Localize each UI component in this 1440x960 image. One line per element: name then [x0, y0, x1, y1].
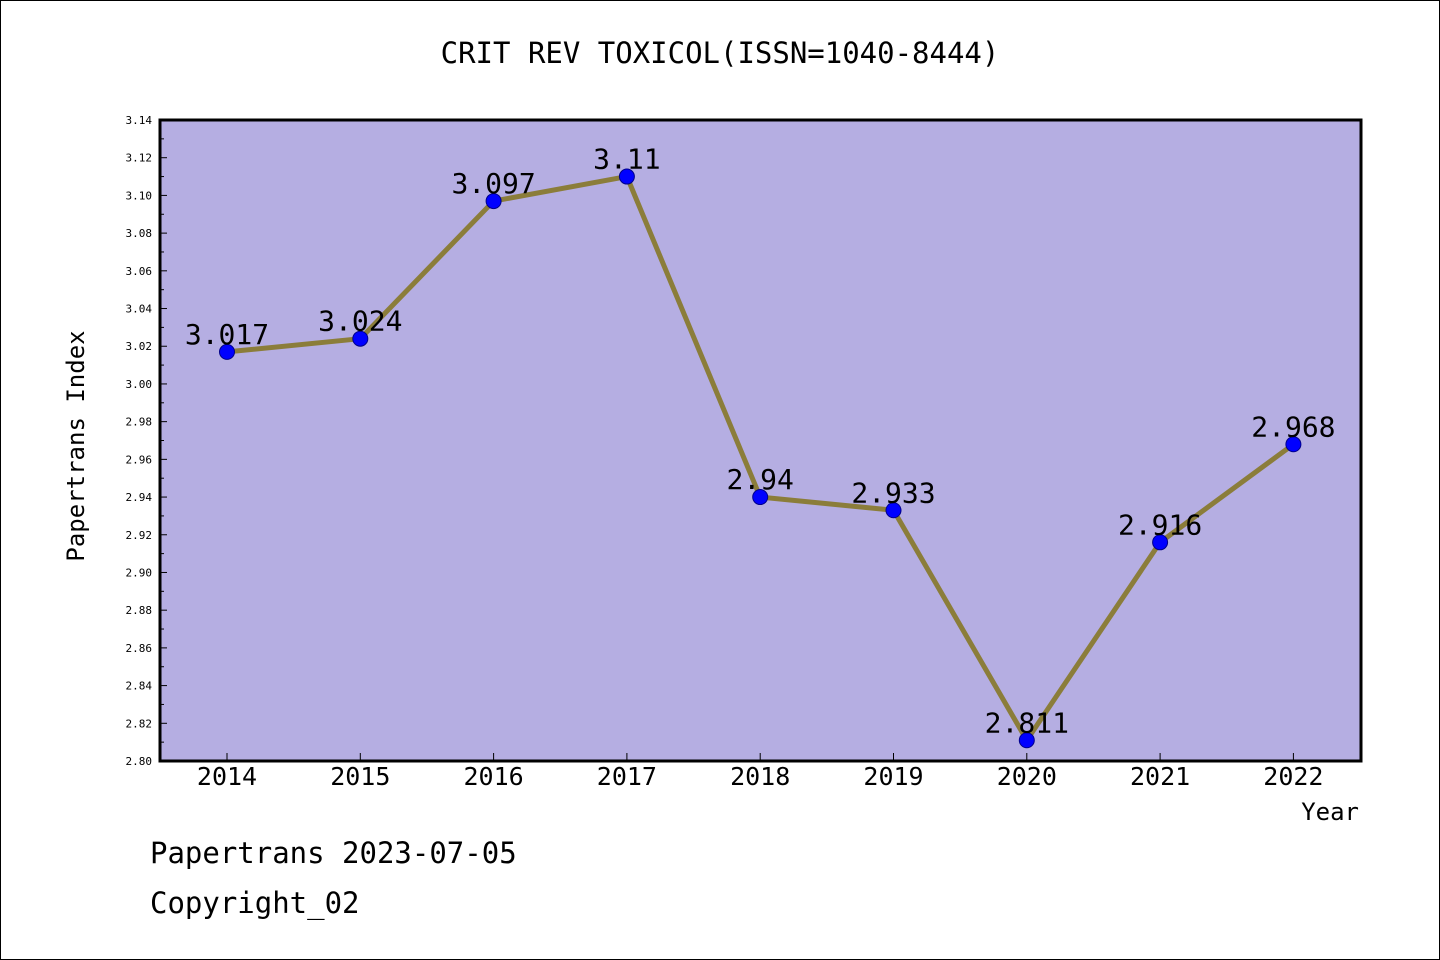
footer-copyright: Copyright_02: [150, 886, 360, 920]
y-tick-label: 3.06: [126, 265, 153, 278]
data-point: [1285, 436, 1302, 453]
data-label: 2.933: [851, 476, 935, 509]
y-tick-label: 3.02: [126, 340, 153, 353]
data-label: 3.11: [593, 143, 660, 176]
chart-title: CRIT REV TOXICOL(ISSN=1040-8444): [440, 36, 1000, 70]
y-tick-label: 2.84: [126, 680, 153, 693]
y-tick-label: 3.14: [126, 114, 153, 127]
x-tick-label: 2019: [863, 762, 923, 791]
data-point: [618, 168, 635, 185]
y-tick-label: 2.82: [126, 717, 153, 730]
data-labels: 3.017 3.024 3.097 3.11 2.94 2.933 2.811 2.916 2.…: [185, 143, 1336, 740]
plot-area: [158, 118, 1363, 763]
data-point: [219, 343, 235, 360]
data-point: [752, 489, 769, 506]
x-tick-label: 2017: [597, 762, 657, 791]
y-tick-label: 2.96: [126, 453, 153, 466]
data-label: 3.017: [185, 318, 269, 351]
x-tick-label: 2020: [997, 762, 1057, 791]
data-label: 3.024: [318, 305, 402, 338]
y-axis: 2.80 2.82 2.84 2.86 2.88 2.90 2.92 2.94 2.96 2.98…: [126, 114, 167, 768]
data-label: 2.916: [1118, 508, 1202, 541]
data-point: [352, 330, 369, 347]
y-tick-label: 3.10: [126, 189, 153, 202]
y-axis-title: Papertrans Index: [62, 330, 90, 561]
y-tick-label: 2.90: [126, 566, 153, 579]
x-tick-label: 2021: [1130, 762, 1190, 791]
y-tick-label: 2.98: [126, 416, 153, 429]
y-tick-label: 2.86: [126, 642, 153, 655]
x-axis-title: Year: [1301, 798, 1359, 826]
y-tick-label: 2.88: [126, 604, 153, 617]
x-tick-label: 2018: [730, 762, 790, 791]
y-tick-label: 3.04: [126, 303, 153, 316]
data-point: [485, 193, 502, 210]
data-label: 2.811: [985, 706, 1069, 739]
y-tick-label: 3.12: [126, 152, 153, 165]
data-point: [1152, 534, 1169, 551]
y-tick-label: 2.92: [126, 529, 153, 542]
x-tick-label: 2016: [463, 762, 523, 791]
footer-date: Papertrans 2023-07-05: [150, 836, 517, 870]
data-point: [885, 502, 902, 519]
data-markers: [219, 168, 1302, 749]
data-point: [1018, 732, 1035, 749]
data-label: 2.968: [1251, 410, 1335, 443]
y-tick-label: 3.00: [126, 378, 153, 391]
data-label: 3.097: [451, 167, 535, 200]
x-tick-label: 2022: [1263, 762, 1323, 791]
x-axis: 2014 2015 2016 2017 2018 2019 2020 2021 2022: [197, 753, 1324, 791]
y-tick-label: 2.94: [126, 491, 153, 504]
y-tick-label: 2.80: [126, 755, 153, 768]
y-tick-label: 3.08: [126, 227, 153, 240]
data-label: 2.94: [726, 463, 793, 496]
x-tick-label: 2014: [197, 762, 257, 791]
x-tick-label: 2015: [330, 762, 390, 791]
